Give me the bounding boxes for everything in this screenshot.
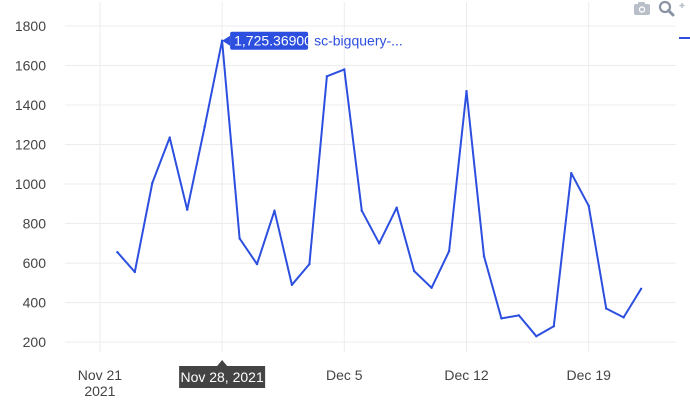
y-tick-label: 1400	[15, 97, 46, 113]
series-line	[116, 39, 642, 338]
data-point	[517, 314, 521, 317]
data-point	[151, 181, 154, 185]
data-point	[552, 325, 555, 328]
y-tick-label: 400	[23, 295, 47, 311]
data-point	[465, 89, 468, 93]
y-tick-label: 1200	[15, 137, 46, 153]
modebar	[634, 0, 685, 17]
hover-series-label: sc-bigquery-...	[314, 33, 403, 49]
hover-x-pointer	[217, 360, 228, 366]
data-point	[133, 270, 137, 274]
series-layer	[116, 39, 643, 338]
data-point	[238, 237, 241, 240]
gridlines	[65, 2, 676, 352]
x-tick-label: Dec 12	[444, 367, 489, 383]
data-point	[482, 254, 486, 258]
data-point	[378, 242, 381, 245]
plus-icon[interactable]	[679, 3, 685, 8]
data-point	[447, 250, 451, 253]
data-point	[535, 334, 538, 338]
data-point	[570, 171, 573, 175]
data-point	[168, 136, 171, 139]
data-point	[290, 283, 294, 287]
y-tick-label: 800	[23, 216, 47, 232]
data-point	[395, 206, 398, 209]
x-tick-label: Dec 5	[326, 367, 363, 383]
data-point	[412, 269, 416, 273]
data-point	[116, 251, 119, 254]
hover-x-label: Nov 28, 2021	[180, 369, 263, 385]
y-tick-label: 600	[23, 255, 47, 271]
data-point	[308, 262, 311, 266]
data-point	[343, 68, 346, 71]
x-tick-sublabel: 2021	[84, 383, 115, 399]
y-tick-label: 200	[23, 334, 47, 350]
x-tick-label: Nov 21	[78, 367, 123, 383]
hover-value-label: 1,725.36900	[234, 33, 312, 49]
y-tick-label: 1800	[15, 18, 46, 34]
data-point	[360, 209, 363, 212]
hover-value-box	[230, 31, 309, 50]
camera-icon[interactable]	[634, 2, 650, 15]
data-point	[639, 287, 643, 290]
data-point	[186, 208, 189, 211]
data-point	[325, 75, 329, 78]
data-point	[604, 307, 608, 310]
hover-layer: 1,725.36900 sc-bigquery-... Nov 28, 2021	[179, 31, 403, 388]
data-point	[430, 286, 433, 289]
y-tick-label: 1000	[15, 176, 46, 192]
data-point	[622, 316, 625, 319]
y-tick-label: 1600	[15, 57, 46, 73]
data-point	[587, 204, 590, 207]
hover-value-pointer	[222, 35, 231, 46]
zoom-icon[interactable]	[658, 0, 675, 17]
x-tick-label: Dec 19	[567, 367, 612, 383]
hover-x-box	[179, 366, 266, 388]
data-point	[255, 262, 259, 266]
y-axis-ticks: 200 400 600 800 1000 1200 1400 1600 1800	[15, 18, 46, 350]
data-point	[203, 125, 206, 128]
data-point	[273, 209, 276, 212]
data-point	[500, 317, 503, 320]
